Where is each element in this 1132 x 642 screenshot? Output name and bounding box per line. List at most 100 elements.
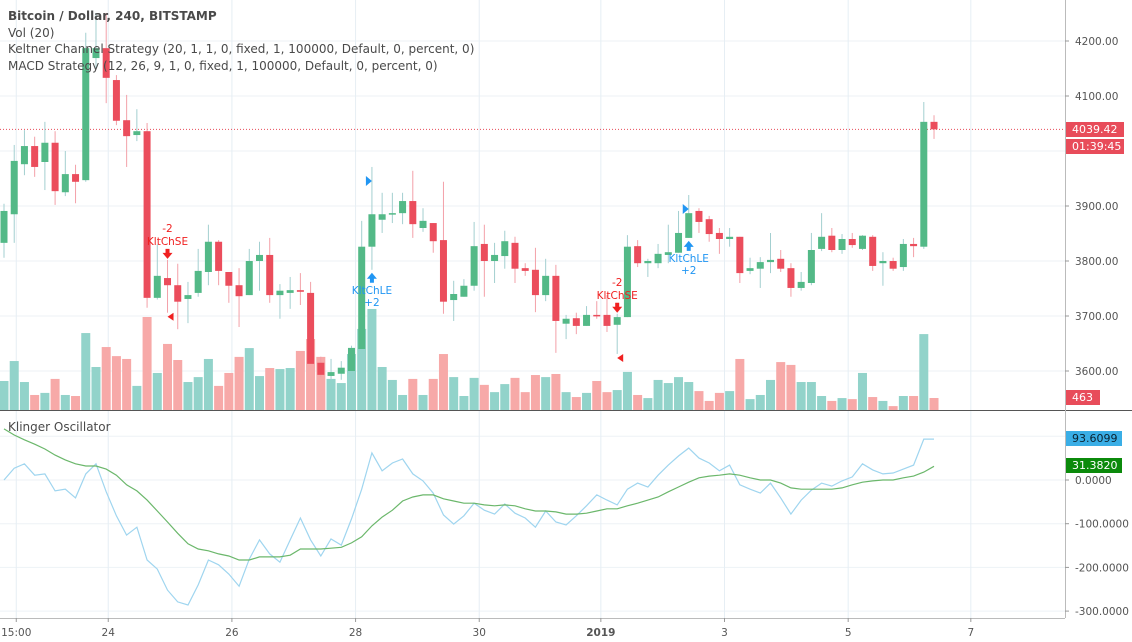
candle-body: [10, 160, 18, 215]
volume-bar: [490, 392, 500, 410]
volume-bar: [857, 372, 867, 410]
candle: [797, 272, 805, 291]
candle: [777, 250, 785, 272]
candle-body: [409, 201, 417, 225]
candle-body: [123, 120, 131, 137]
volume-bar: [459, 396, 469, 410]
volume-bar: [244, 348, 254, 410]
triangle-left-icon: [167, 312, 174, 321]
signal-qty: -2: [612, 277, 622, 289]
candle-body: [787, 268, 795, 288]
time-axis-label: 28: [349, 627, 362, 639]
candle-body: [848, 239, 856, 246]
candle: [756, 257, 764, 288]
arrow-up-icon: [683, 240, 694, 251]
volume-bar: [888, 406, 898, 410]
candle: [583, 306, 591, 326]
candle: [695, 208, 703, 233]
volume-bar: [725, 391, 735, 410]
candle: [378, 192, 386, 233]
volume-bar: [203, 358, 213, 410]
candle: [184, 281, 192, 324]
candle-body: [869, 236, 877, 266]
volume-bar: [428, 378, 438, 410]
signal-qty: -2: [162, 223, 172, 235]
candle-body: [930, 121, 938, 130]
volume-bar: [817, 396, 827, 410]
candle-body: [460, 285, 468, 297]
candle-body: [41, 142, 49, 162]
candle: [920, 102, 928, 249]
candle-body: [143, 131, 151, 298]
volume-bar: [357, 328, 367, 410]
candle-body: [685, 213, 693, 238]
signal-label: KltChLE: [669, 253, 709, 265]
candle: [879, 252, 887, 286]
volume-bar: [398, 394, 408, 410]
candle: [654, 243, 662, 269]
candle: [215, 240, 223, 286]
volume-bar: [163, 343, 173, 410]
volume-bar: [582, 392, 592, 410]
candle-body: [286, 290, 294, 293]
candle-body: [31, 146, 39, 167]
candle: [828, 228, 836, 253]
candle-body: [450, 294, 458, 301]
volume-bar: [766, 379, 775, 410]
candle: [715, 228, 723, 254]
price-axis-label: 3900.00: [1075, 201, 1118, 213]
candle: [92, 12, 100, 68]
signal-qty: +2: [681, 265, 696, 277]
volume-bar: [868, 397, 878, 410]
candle: [245, 248, 253, 296]
candle: [51, 131, 59, 205]
candle: [736, 236, 744, 283]
candle: [858, 235, 866, 250]
candle-body: [51, 142, 59, 192]
volume-bar: [377, 366, 387, 410]
price-axis-label: 4100.00: [1075, 91, 1118, 103]
price-axis-label: 4200.00: [1075, 36, 1118, 48]
volume-bar: [346, 354, 356, 410]
candle: [41, 121, 49, 191]
candle: [143, 122, 151, 308]
volume-bar: [132, 385, 142, 410]
candle: [368, 166, 376, 270]
volume-bar: [714, 392, 724, 410]
candle: [388, 192, 396, 224]
candle-body: [501, 241, 509, 257]
volume-bar: [551, 373, 561, 410]
candle-body: [889, 261, 897, 269]
volume-bar: [50, 378, 60, 410]
candle-body: [164, 278, 172, 286]
volume-bar: [0, 380, 9, 410]
candle-body: [327, 372, 335, 376]
candle-body: [153, 275, 161, 298]
candle: [204, 224, 212, 286]
candle: [562, 314, 570, 340]
volume-bar: [837, 398, 847, 410]
candle-body: [347, 347, 355, 371]
candle: [930, 115, 938, 139]
volume-bar: [510, 377, 520, 410]
arrow-down-icon: [612, 302, 623, 313]
candle-body: [858, 235, 866, 249]
candle: [450, 280, 458, 321]
volume-bar: [479, 384, 489, 410]
candle: [460, 279, 468, 297]
klinger-line: [3, 438, 934, 606]
candle-body: [480, 243, 488, 261]
candle-body: [695, 210, 703, 222]
volume-bar: [71, 396, 81, 410]
volume-bar: [929, 398, 939, 410]
candle-body: [705, 219, 713, 235]
klinger-oscillator-title[interactable]: Klinger Oscillator: [8, 420, 111, 434]
candle: [82, 32, 90, 182]
candle: [317, 356, 325, 378]
candle-body: [797, 281, 805, 288]
candle: [470, 221, 478, 291]
candle: [164, 259, 172, 313]
candle-body: [521, 268, 529, 271]
candle: [848, 232, 856, 248]
